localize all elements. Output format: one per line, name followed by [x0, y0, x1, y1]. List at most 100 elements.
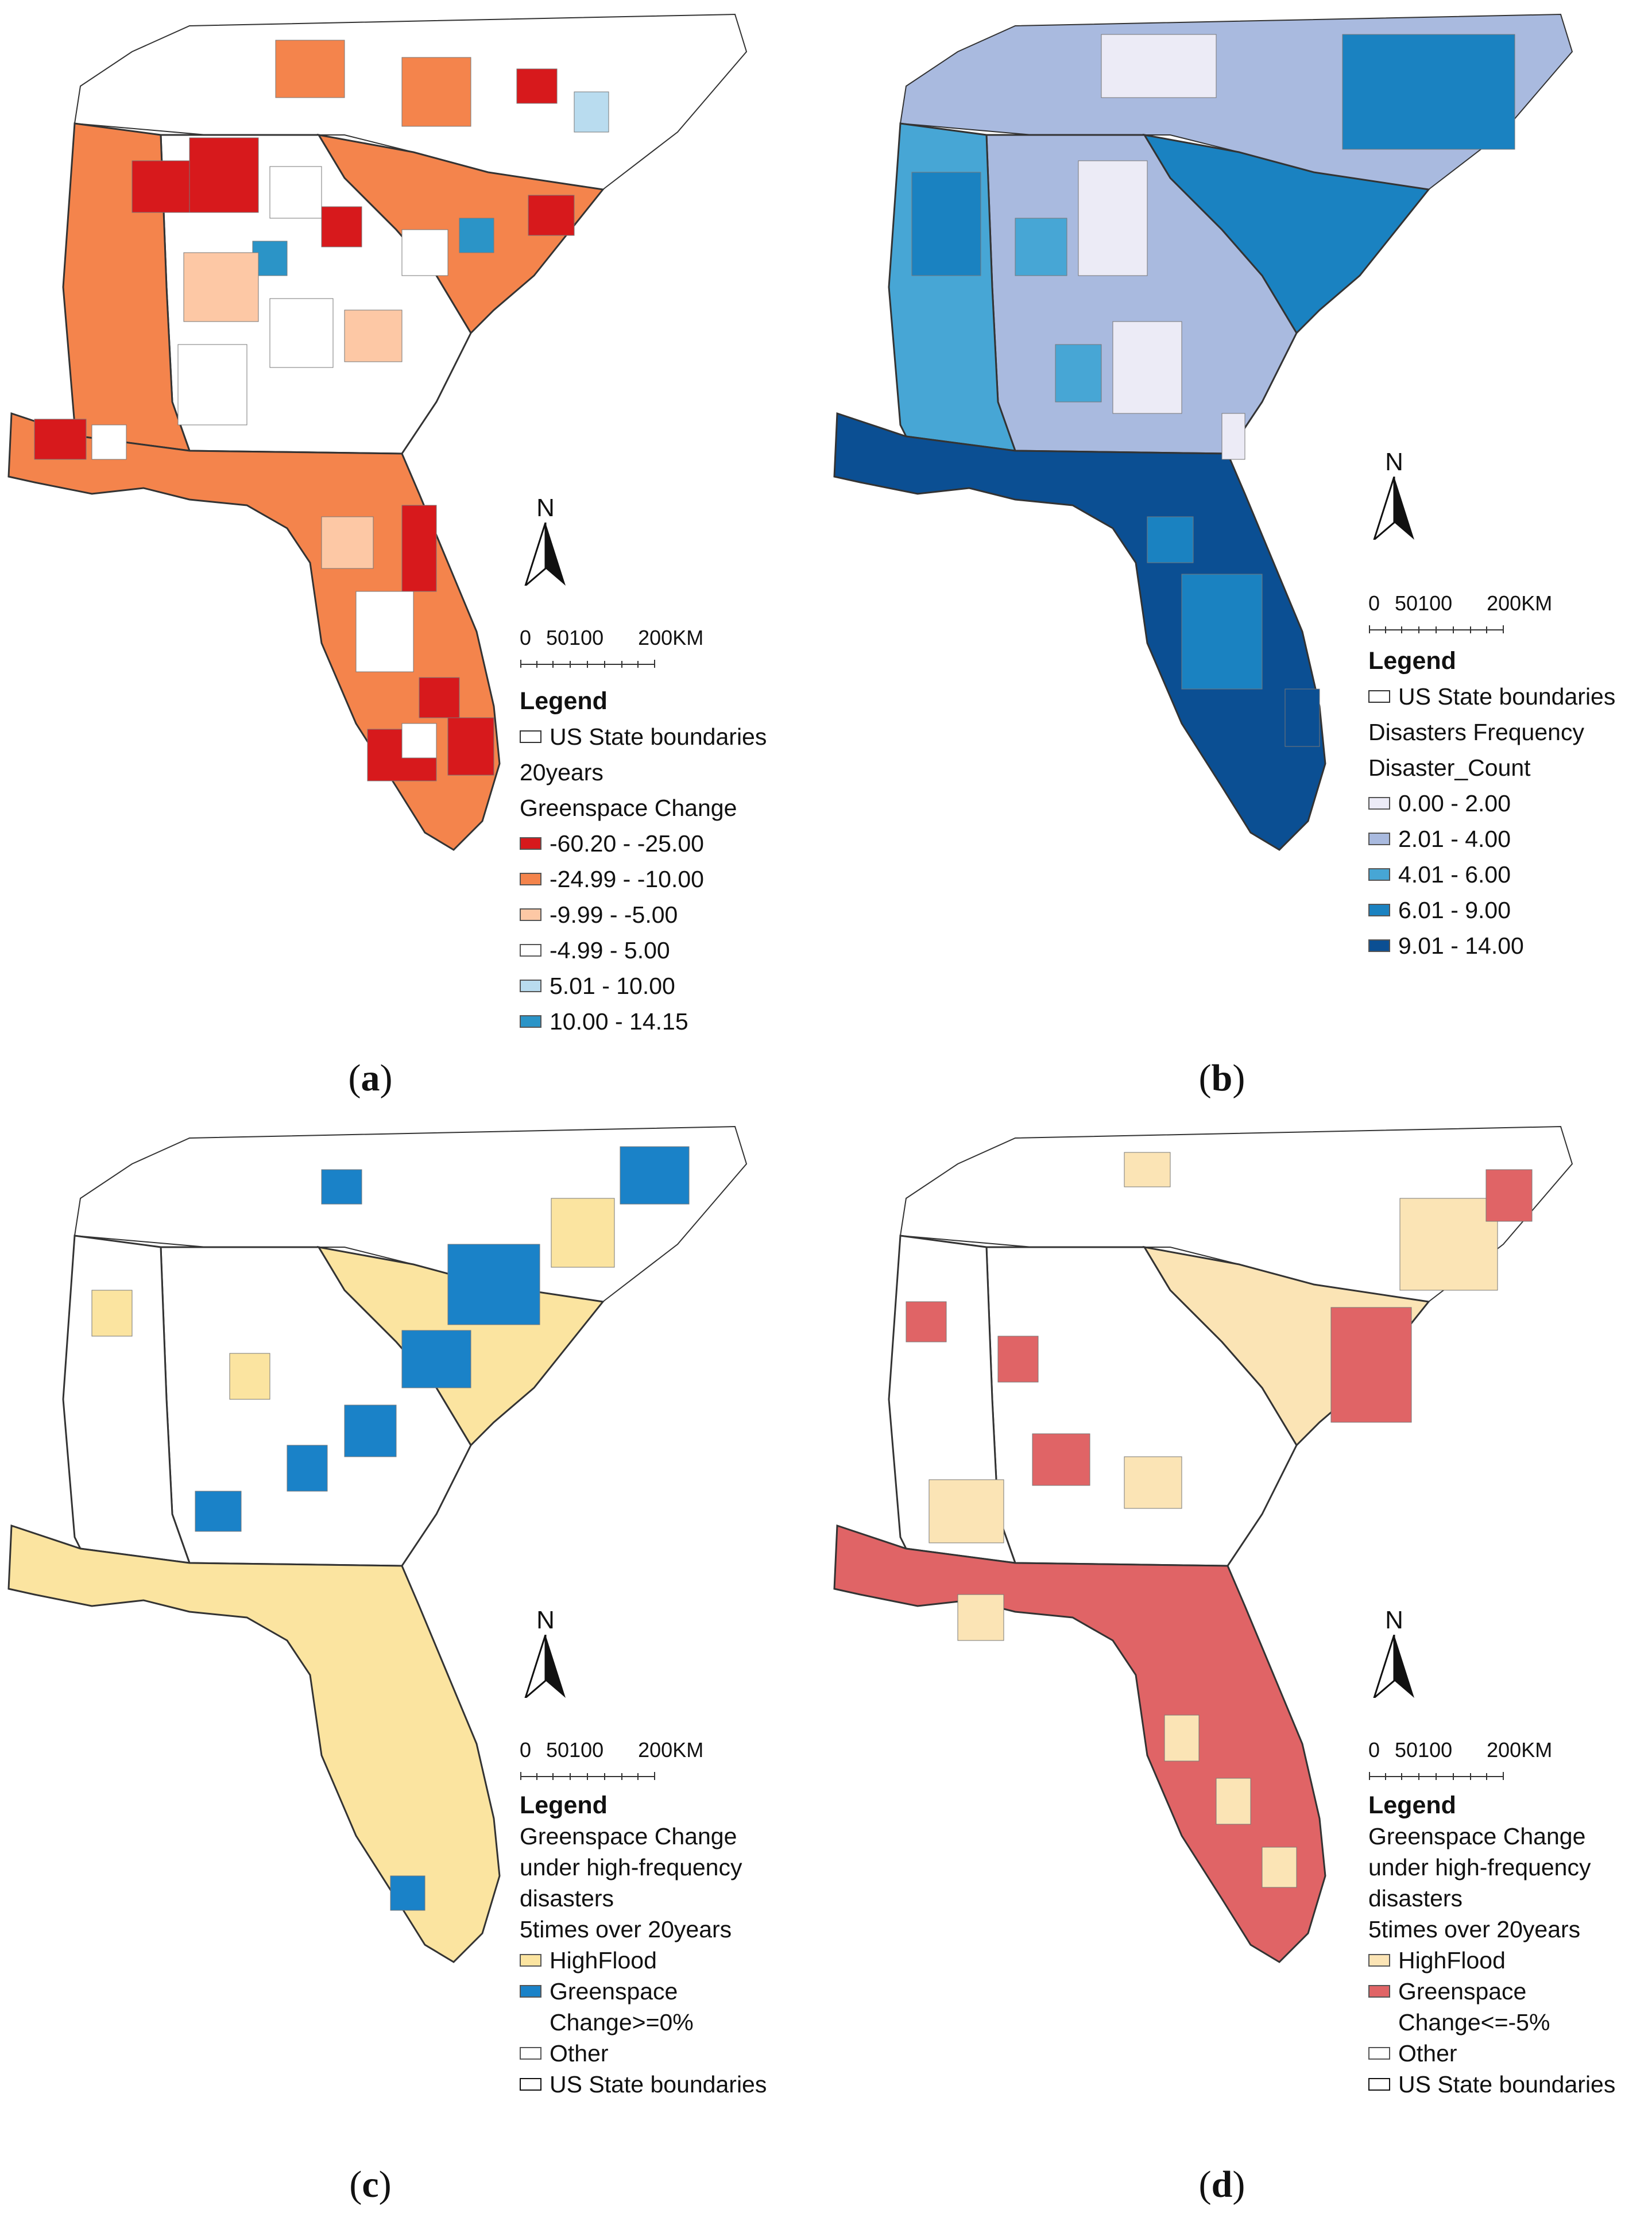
county-patch [447, 1244, 540, 1325]
county-patch [459, 218, 494, 253]
north-arrow-icon [1372, 1634, 1414, 1701]
county-patch [275, 40, 345, 98]
county-patch [1055, 344, 1102, 403]
county-patch [355, 591, 414, 672]
county-patch [321, 516, 374, 569]
county-patch [91, 424, 127, 460]
legend-subtitle: disasters [1368, 1885, 1463, 1911]
north-arrow-icon [523, 522, 566, 589]
map-a [7, 13, 748, 851]
class-label: 5.01 - 10.00 [550, 973, 675, 999]
scale-label: 50100 [1395, 591, 1453, 615]
county-patches [911, 34, 1515, 747]
class-label: 0.00 - 2.00 [1398, 790, 1511, 817]
county-patch [321, 1169, 362, 1205]
county-patch [269, 166, 322, 219]
class-label: Change>=0% [550, 2009, 694, 2036]
class-label: 6.01 - 9.00 [1398, 897, 1511, 923]
county-patch [195, 1491, 242, 1532]
county-patch [91, 1290, 133, 1337]
county-patch [401, 57, 471, 127]
class-swatch [520, 1954, 541, 1967]
boundary-swatch [520, 730, 541, 743]
scale-ruler [1369, 1772, 1504, 1780]
boundary-label: US State boundaries [1398, 683, 1616, 710]
county-patch [997, 1336, 1039, 1383]
county-patch [344, 1404, 397, 1457]
legend-title: Legend [1368, 647, 1456, 675]
panel-d-highflood-greenspace-loss: N 0 50100 200KM Legend Greenspace Change… [826, 1112, 1651, 2224]
scale-label: 0 [1368, 591, 1380, 615]
class-label: Change<=-5% [1398, 2009, 1550, 2036]
scale-label: 0 [520, 1738, 532, 1762]
legend-subtitle: under high-frequency [1368, 1854, 1591, 1880]
north-arrow: N [520, 1606, 571, 1701]
county-patches [34, 40, 609, 781]
class-label: Greenspace [1398, 1978, 1527, 2005]
county-patch [269, 298, 334, 368]
scale-label: 200KM [638, 626, 704, 649]
county-patch [1032, 1433, 1090, 1486]
scale-ruler [1369, 625, 1504, 633]
class-swatch [520, 944, 541, 957]
county-patches [906, 1152, 1533, 1888]
scale-ruler [520, 660, 655, 668]
class-swatch [520, 1985, 541, 1998]
north-letter: N [1385, 448, 1403, 476]
scale-bar: 0 50100 200KM [1368, 1738, 1552, 1786]
county-patch [1262, 1847, 1297, 1888]
county-patch [229, 1353, 270, 1400]
scale-bar: 0 50100 200KM [1368, 591, 1552, 640]
county-patch [189, 137, 259, 213]
map-c [7, 1125, 748, 1963]
scale-label: 200KM [638, 1738, 704, 1762]
scale-bar: 0 50100 200KM [520, 1738, 703, 1786]
county-patch [1221, 413, 1245, 460]
legend-subtitle: Greenspace Change [520, 1823, 737, 1849]
county-patches [91, 1146, 690, 1911]
county-patch [1485, 1169, 1533, 1222]
class-label: -24.99 - -10.00 [550, 866, 704, 892]
county-patch [928, 1479, 1004, 1543]
boundary-swatch [1368, 690, 1390, 703]
legend-subtitle: 5times over 20years [520, 1916, 732, 1942]
county-patch [401, 229, 448, 276]
county-patch [528, 195, 575, 236]
scale-label: 200KM [1487, 591, 1553, 615]
county-patch [1101, 34, 1217, 98]
scale-label: 200KM [1487, 1738, 1553, 1762]
class-swatch [1368, 868, 1390, 881]
legend-subtitle: disasters [520, 1885, 614, 1911]
county-patch [1112, 321, 1182, 414]
scale-label: 0 [1368, 1738, 1380, 1762]
county-patch [911, 172, 981, 276]
state-florida [7, 412, 501, 851]
state-florida [7, 1524, 501, 1963]
class-swatch [1368, 797, 1390, 810]
legend-subtitle: Greenspace Change [1368, 1823, 1586, 1849]
class-label: Other [1398, 2040, 1457, 2067]
legend-title: Legend [520, 687, 608, 715]
class-label: -60.20 - -25.00 [550, 830, 704, 857]
county-patch [957, 1594, 1004, 1641]
class-swatch [1368, 904, 1390, 916]
class-swatch [520, 908, 541, 921]
boundary-swatch [520, 2078, 541, 2091]
class-label: HighFlood [550, 1947, 657, 1974]
county-patch [1285, 688, 1320, 747]
panel-a-greenspace-change: N 0 50100 200KM Legend US State boundari… [0, 0, 826, 1112]
class-swatch [1368, 2047, 1390, 2060]
scale-label: 50100 [546, 1738, 604, 1762]
caption-d: (d) [1198, 2164, 1245, 2205]
north-arrow: N [520, 494, 571, 589]
county-patch [1078, 160, 1148, 276]
legend-a: Legend US State boundaries 20years Green… [520, 683, 767, 1039]
county-patch [1216, 1778, 1251, 1825]
county-patch [131, 160, 190, 213]
county-patch [906, 1301, 947, 1342]
legend-d: Legend Greenspace Change under high-freq… [1368, 1790, 1615, 2100]
county-patch [516, 68, 558, 104]
north-arrow-icon [1372, 476, 1414, 543]
boundary-label: US State boundaries [550, 723, 767, 750]
state-shapes [833, 1125, 1573, 1963]
